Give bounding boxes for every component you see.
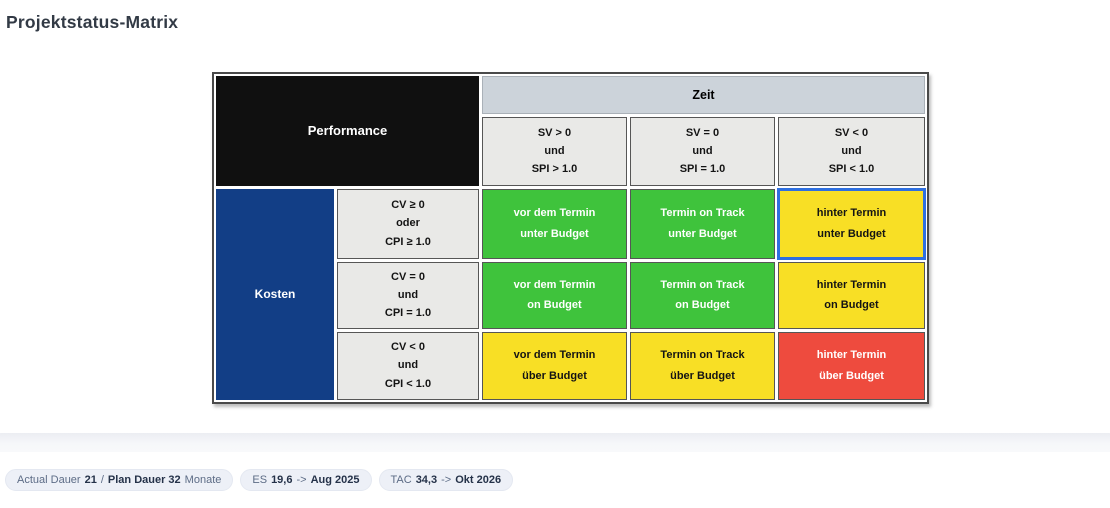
status-cell-line: hinter Termin: [816, 278, 887, 291]
kpi-unit: Monate: [184, 474, 222, 486]
status-cell-ontrack-over-budget[interactable]: Termin on Track über Budget: [630, 332, 775, 400]
status-cell-line: vor dem Termin: [513, 207, 596, 220]
kpi-pill-es: ES 19,6 -> Aug 2025: [240, 469, 372, 491]
kpi-pill-dauer: Actual Dauer 21 / Plan Dauer 32 Monate: [5, 469, 234, 491]
row-header-line: CPI < 1.0: [384, 377, 432, 390]
kpi-label: Actual Dauer: [17, 474, 81, 486]
row-header-line: oder: [396, 217, 420, 230]
kpi-value: Plan Dauer 32: [107, 474, 181, 486]
status-cell-line: vor dem Termin: [513, 278, 596, 291]
kpi-value: 34,3: [415, 474, 438, 486]
col-header-line: SPI = 1.0: [679, 163, 726, 176]
status-cell-behind-under-budget-selected[interactable]: hinter Termin unter Budget: [778, 189, 925, 259]
status-cell-line: unter Budget: [520, 227, 589, 240]
row-header-line: CPI = 1.0: [384, 307, 432, 320]
kpi-value: 19,6: [271, 474, 293, 486]
row-header-line: CV < 0: [391, 341, 425, 354]
status-cell-line: on Budget: [675, 299, 730, 311]
kpi-separator: /: [100, 474, 104, 486]
status-cell-line: hinter Termin: [816, 349, 887, 362]
status-cell-ahead-over-budget[interactable]: vor dem Termin über Budget: [482, 332, 627, 400]
kpi-label: ES: [252, 474, 268, 486]
status-cell-ontrack-on-budget[interactable]: Termin on Track on Budget: [630, 262, 775, 329]
status-cell-line: unter Budget: [817, 227, 886, 240]
row-header-line: CV = 0: [391, 270, 425, 283]
col-header-line: SV > 0: [537, 126, 572, 139]
row-header-line: und: [397, 288, 419, 301]
col-header-line: SPI < 1.0: [828, 163, 875, 176]
kpi-pill-bar: Actual Dauer 21 / Plan Dauer 32 Monate E…: [5, 469, 514, 491]
section-divider: [0, 433, 1110, 452]
kpi-value: 21: [84, 474, 97, 486]
status-cell-line: über Budget: [670, 369, 735, 382]
matrix-column-group-zeit: Zeit: [482, 76, 925, 114]
status-cell-line: vor dem Termin: [513, 349, 596, 362]
status-cell-ahead-under-budget[interactable]: vor dem Termin unter Budget: [482, 189, 627, 259]
page-title: Projektstatus-Matrix: [6, 12, 179, 32]
status-cell-ontrack-under-budget[interactable]: Termin on Track unter Budget: [630, 189, 775, 259]
matrix-corner-performance: Performance: [216, 76, 479, 186]
status-cell-line: über Budget: [819, 369, 884, 382]
status-cell-behind-over-budget[interactable]: hinter Termin über Budget: [778, 332, 925, 400]
kpi-arrow: ->: [296, 474, 307, 486]
zeit-label: Zeit: [692, 87, 715, 102]
status-cell-ahead-on-budget[interactable]: vor dem Termin on Budget: [482, 262, 627, 329]
col-header-line: und: [544, 144, 565, 157]
row-header-line: CPI ≥ 1.0: [385, 235, 431, 248]
col-header-line: SV = 0: [685, 126, 720, 139]
kpi-label: TAC: [390, 474, 412, 486]
kpi-value: Aug 2025: [310, 474, 360, 486]
status-cell-line: Termin on Track: [660, 207, 745, 220]
row-header-line: und: [397, 359, 419, 372]
col-header-line: SV < 0: [834, 126, 869, 139]
status-cell-line: unter Budget: [668, 227, 737, 240]
status-cell-line: über Budget: [522, 369, 587, 382]
performance-label: Performance: [307, 123, 388, 139]
col-header-line: SPI > 1.0: [531, 163, 578, 176]
status-cell-line: Termin on Track: [660, 349, 745, 362]
status-cell-behind-on-budget[interactable]: hinter Termin on Budget: [778, 262, 925, 329]
column-header-sv-positive: SV > 0 und SPI > 1.0: [482, 117, 627, 186]
kpi-value: Okt 2026: [455, 474, 502, 486]
matrix-row-group-kosten: Kosten: [216, 189, 334, 400]
status-cell-line: hinter Termin: [816, 207, 887, 220]
status-matrix: Performance Zeit SV > 0 und SPI > 1.0 SV…: [212, 72, 929, 404]
row-header-cv-positive: CV ≥ 0 oder CPI ≥ 1.0: [337, 189, 479, 259]
kpi-pill-tac: TAC 34,3 -> Okt 2026: [378, 469, 514, 491]
kosten-label: Kosten: [254, 287, 296, 302]
status-cell-line: Termin on Track: [660, 278, 745, 291]
kpi-arrow: ->: [441, 474, 452, 486]
col-header-line: und: [841, 144, 862, 157]
status-cell-line: on Budget: [824, 299, 879, 311]
row-header-cv-negative: CV < 0 und CPI < 1.0: [337, 332, 479, 400]
row-header-line: CV ≥ 0: [391, 199, 425, 212]
column-header-sv-negative: SV < 0 und SPI < 1.0: [778, 117, 925, 186]
row-header-cv-zero: CV = 0 und CPI = 1.0: [337, 262, 479, 329]
col-header-line: und: [692, 144, 713, 157]
status-cell-line: on Budget: [527, 299, 582, 311]
column-header-sv-zero: SV = 0 und SPI = 1.0: [630, 117, 775, 186]
